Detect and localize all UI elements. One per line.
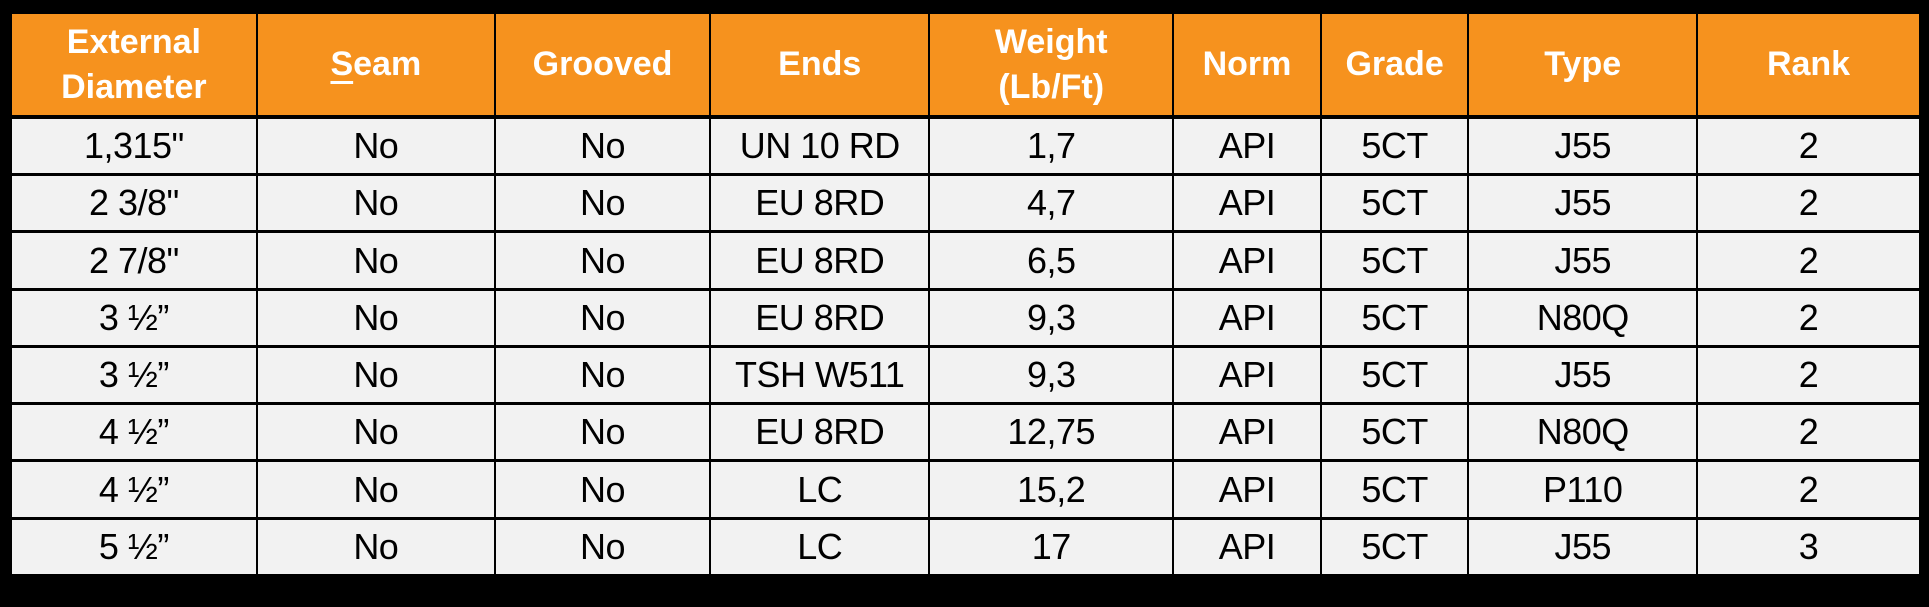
cell-grooved: No	[493, 115, 712, 177]
cell-weight: 9,3	[928, 287, 1175, 348]
cell-seam: No	[255, 459, 496, 520]
cell-external-diameter: 4 ½”	[10, 402, 258, 463]
cell-type: P110	[1467, 459, 1699, 520]
cell-external-diameter: 2 7/8"	[10, 230, 258, 291]
cell-external-diameter: 2 3/8"	[10, 173, 258, 234]
table-row: 2 7/8" No No EU 8RD 6,5 API 5CT J55 2	[10, 230, 1921, 291]
cell-type: N80Q	[1467, 402, 1699, 463]
cell-norm: API	[1172, 344, 1322, 406]
cell-type: J55	[1467, 516, 1699, 578]
cell-rank: 2	[1696, 230, 1921, 291]
cell-weight: 15,2	[928, 459, 1175, 520]
cell-type: J55	[1467, 344, 1699, 406]
cell-grooved: No	[493, 173, 712, 234]
cell-rank: 2	[1696, 115, 1921, 177]
cell-ends: EU 8RD	[709, 230, 931, 291]
table-row: 3 ½” No No EU 8RD 9,3 API 5CT N80Q 2	[10, 287, 1921, 348]
cell-grooved: No	[493, 287, 712, 348]
cell-grade: 5CT	[1319, 115, 1470, 177]
column-header-grooved: Grooved	[493, 12, 712, 119]
cell-norm: API	[1172, 402, 1322, 463]
table-row: 1,315" No No UN 10 RD 1,7 API 5CT J55 2	[10, 115, 1921, 177]
cell-external-diameter: 4 ½”	[10, 459, 258, 520]
header-row: External Diameter Seam Grooved Ends Weight (…	[10, 12, 1921, 119]
cell-seam: No	[255, 287, 496, 348]
cell-ends: LC	[709, 516, 931, 578]
cell-grade: 5CT	[1319, 516, 1470, 578]
column-header-seam: Seam	[255, 12, 496, 119]
column-header-type: Type	[1467, 12, 1699, 119]
cell-grooved: No	[493, 344, 712, 406]
cell-rank: 2	[1696, 402, 1921, 463]
cell-grooved: No	[493, 402, 712, 463]
cell-norm: API	[1172, 459, 1322, 520]
cell-grade: 5CT	[1319, 173, 1470, 234]
table-row: 3 ½” No No TSH W511 9,3 API 5CT J55 2	[10, 344, 1921, 406]
cell-ends: LC	[709, 459, 931, 520]
cell-norm: API	[1172, 230, 1322, 291]
cell-grade: 5CT	[1319, 344, 1470, 406]
table-row: 4 ½” No No EU 8RD 12,75 API 5CT N80Q 2	[10, 402, 1921, 463]
cell-grade: 5CT	[1319, 459, 1470, 520]
table-row: 2 3/8" No No EU 8RD 4,7 API 5CT J55 2	[10, 173, 1921, 234]
cell-rank: 2	[1696, 173, 1921, 234]
cell-type: J55	[1467, 115, 1699, 177]
cell-external-diameter: 5 ½”	[10, 516, 258, 578]
cell-grade: 5CT	[1319, 287, 1470, 348]
pipe-specifications-table: External Diameter Seam Grooved Ends Weight (…	[10, 12, 1921, 578]
cell-seam: No	[255, 115, 496, 177]
cell-ends: EU 8RD	[709, 402, 931, 463]
cell-grooved: No	[493, 230, 712, 291]
cell-weight: 4,7	[928, 173, 1175, 234]
cell-grooved: No	[493, 516, 712, 578]
cell-external-diameter: 3 ½”	[10, 344, 258, 406]
cell-ends: EU 8RD	[709, 173, 931, 234]
cell-ends: UN 10 RD	[709, 115, 931, 177]
cell-grooved: No	[493, 459, 712, 520]
cell-norm: API	[1172, 173, 1322, 234]
column-header-rank: Rank	[1696, 12, 1921, 119]
cell-ends: EU 8RD	[709, 287, 931, 348]
cell-seam: No	[255, 230, 496, 291]
cell-rank: 2	[1696, 459, 1921, 520]
cell-seam: No	[255, 173, 496, 234]
cell-weight: 17	[928, 516, 1175, 578]
column-header-grade: Grade	[1319, 12, 1470, 119]
cell-type: N80Q	[1467, 287, 1699, 348]
cell-grade: 5CT	[1319, 230, 1470, 291]
table-body: 1,315" No No UN 10 RD 1,7 API 5CT J55 2 2 3/8" No N…	[10, 115, 1921, 578]
table-row: 4 ½” No No LC 15,2 API 5CT P110 2	[10, 459, 1921, 520]
column-header-external-diameter: External Diameter	[10, 12, 258, 119]
cell-rank: 2	[1696, 344, 1921, 406]
cell-norm: API	[1172, 516, 1322, 578]
cell-weight: 6,5	[928, 230, 1175, 291]
cell-seam: No	[255, 344, 496, 406]
cell-type: J55	[1467, 230, 1699, 291]
cell-weight: 9,3	[928, 344, 1175, 406]
column-header-norm: Norm	[1172, 12, 1322, 119]
cell-rank: 2	[1696, 287, 1921, 348]
cell-external-diameter: 1,315"	[10, 115, 258, 177]
table-row: 5 ½” No No LC 17 API 5CT J55 3	[10, 516, 1921, 578]
column-header-ends: Ends	[709, 12, 931, 119]
table-header: External Diameter Seam Grooved Ends Weight (…	[10, 12, 1921, 119]
cell-norm: API	[1172, 287, 1322, 348]
cell-weight: 12,75	[928, 402, 1175, 463]
cell-type: J55	[1467, 173, 1699, 234]
cell-rank: 3	[1696, 516, 1921, 578]
cell-seam: No	[255, 402, 496, 463]
cell-grade: 5CT	[1319, 402, 1470, 463]
column-header-underlined-letter: S	[330, 45, 354, 84]
cell-seam: No	[255, 516, 496, 578]
column-header-label-rest: eam	[353, 45, 422, 84]
column-header-weight: Weight (Lb/Ft)	[928, 12, 1175, 119]
cell-norm: API	[1172, 115, 1322, 177]
cell-ends: TSH W511	[709, 344, 931, 406]
cell-weight: 1,7	[928, 115, 1175, 177]
cell-external-diameter: 3 ½”	[10, 287, 258, 348]
